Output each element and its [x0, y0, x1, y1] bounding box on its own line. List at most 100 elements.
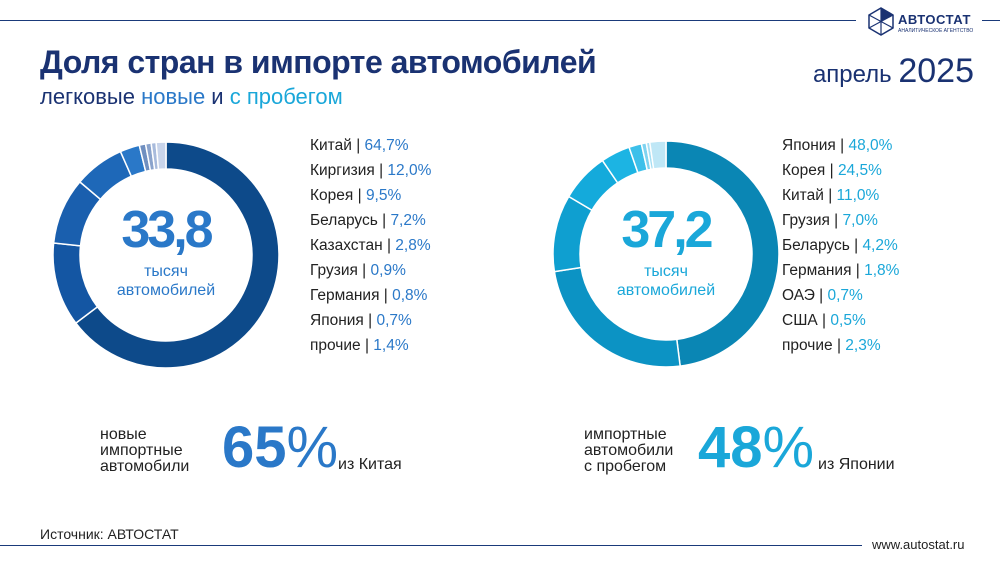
summary-label-line: импортные: [584, 426, 667, 443]
legend-item: ОАЭ | 0,7%: [782, 283, 899, 308]
legend-item: Корея | 9,5%: [310, 183, 431, 208]
center-label-1: тысяч: [144, 263, 188, 280]
summary-number: 65: [222, 415, 287, 480]
legend-new: Китай | 64,7% Киргизия | 12,0% Корея | 9,5…: [310, 133, 431, 358]
legend-value: 0,9%: [370, 262, 406, 279]
legend-item: Япония | 0,7%: [310, 308, 431, 333]
summary-from-used: из Японии: [818, 456, 895, 473]
logo-text: АВТОСТАТ: [898, 12, 971, 27]
center-label-used: тысяч автомобилей: [581, 262, 751, 300]
legend-used: Япония | 48,0% Корея | 24,5% Китай | 11,0%…: [782, 133, 899, 358]
summary-label-line: новые: [100, 426, 147, 443]
page-title: Доля стран в импорте автомобилей: [40, 44, 597, 80]
autostat-logo-icon: [868, 7, 894, 36]
legend-country: Грузия |: [782, 212, 843, 229]
summary-label-line: автомобили: [584, 442, 674, 459]
page-subtitle: легковые новые и с пробегом: [40, 84, 343, 110]
legend-value: 0,8%: [392, 287, 428, 304]
legend-country: Корея |: [782, 162, 838, 179]
center-label-new: тысяч автомобилей: [81, 262, 251, 300]
legend-country: Казахстан |: [310, 237, 396, 254]
donut-slice-new-8: [155, 141, 167, 171]
legend-item: Корея | 24,5%: [782, 158, 899, 183]
date-year: 2025: [898, 52, 974, 90]
legend-value: 7,0%: [842, 212, 878, 229]
legend-value: 0,5%: [830, 312, 866, 329]
legend-item: Грузия | 0,9%: [310, 258, 431, 283]
center-label-2: автомобилей: [616, 282, 716, 299]
legend-country: прочие |: [310, 337, 374, 354]
center-value-used: 37,2: [621, 201, 713, 259]
legend-country: Беларусь |: [310, 212, 391, 229]
logo-subtitle: АНАЛИТИЧЕСКОЕ АГЕНТСТВО: [898, 28, 974, 34]
donut-slice-used-0: [665, 140, 780, 367]
legend-item: Беларусь | 7,2%: [310, 208, 431, 233]
bottom-rule: [0, 545, 862, 546]
center-value-new: 33,8: [121, 201, 213, 259]
legend-value: 48,0%: [848, 137, 893, 154]
legend-country: Китай |: [310, 137, 365, 154]
legend-value: 9,5%: [365, 187, 402, 204]
summary-value-used: 48%: [698, 414, 814, 481]
legend-value: 24,5%: [837, 162, 882, 179]
top-rule: [0, 20, 856, 21]
legend-value: 7,2%: [390, 212, 426, 229]
report-date: апрель 2025: [813, 52, 974, 91]
legend-item: Казахстан | 2,8%: [310, 233, 431, 258]
legend-country: Китай |: [782, 187, 837, 204]
legend-value: 64,7%: [364, 137, 409, 154]
legend-country: США |: [782, 312, 831, 329]
legend-country: прочие |: [782, 337, 846, 354]
legend-item: Беларусь | 4,2%: [782, 233, 899, 258]
legend-value: 2,3%: [845, 337, 881, 354]
legend-item: Китай | 11,0%: [782, 183, 899, 208]
legend-value: 0,7%: [827, 287, 863, 304]
summary-label-used: импортные автомобили с пробегом: [584, 427, 696, 475]
summary-value-new: 65%: [222, 414, 338, 481]
legend-country: Грузия |: [310, 262, 371, 279]
summary-label-new: новые импортные автомобили: [100, 427, 212, 475]
legend-item: Германия | 0,8%: [310, 283, 431, 308]
legend-country: Киргизия |: [310, 162, 388, 179]
center-label-2: автомобилей: [116, 282, 216, 299]
donut-slice-new-0: [74, 141, 280, 369]
legend-item: Китай | 64,7%: [310, 133, 431, 158]
top-rule-right: [982, 20, 1000, 21]
center-label-1: тысяч: [644, 263, 688, 280]
legend-item: Киргизия | 12,0%: [310, 158, 431, 183]
summary-percent: %: [286, 415, 339, 480]
summary-from-new: из Китая: [338, 456, 402, 473]
summary-label-line: автомобили: [100, 458, 190, 475]
website-link[interactable]: www.autostat.ru: [872, 537, 965, 552]
subtitle-mid: и: [205, 84, 230, 109]
subtitle-new: новые: [141, 84, 206, 109]
legend-item: США | 0,5%: [782, 308, 899, 333]
legend-item: Грузия | 7,0%: [782, 208, 899, 233]
legend-country: Япония |: [310, 312, 377, 329]
subtitle-pre: легковые: [40, 84, 142, 109]
summary-number: 48: [698, 415, 763, 480]
source-note: Источник: АВТОСТАТ: [40, 526, 179, 542]
date-month: апрель: [812, 61, 899, 88]
legend-value: 0,7%: [376, 312, 412, 329]
summary-percent: %: [762, 415, 815, 480]
legend-country: Германия |: [310, 287, 393, 304]
legend-country: Германия |: [782, 262, 865, 279]
donut-slice-used-8: [648, 140, 667, 170]
legend-country: ОАЭ |: [782, 287, 828, 304]
legend-country: Беларусь |: [782, 237, 863, 254]
legend-value: 12,0%: [387, 162, 432, 179]
summary-label-line: импортные: [100, 442, 183, 459]
legend-value: 2,8%: [395, 237, 431, 254]
legend-value: 11,0%: [836, 187, 880, 204]
subtitle-used: с пробегом: [229, 84, 343, 109]
legend-country: Корея |: [310, 187, 366, 204]
legend-item: прочие | 1,4%: [310, 333, 431, 358]
summary-label-line: с пробегом: [584, 458, 667, 475]
legend-item: прочие | 2,3%: [782, 333, 899, 358]
legend-value: 1,4%: [373, 337, 409, 354]
legend-country: Япония |: [782, 137, 849, 154]
legend-value: 1,8%: [864, 262, 900, 279]
legend-item: Германия | 1,8%: [782, 258, 899, 283]
